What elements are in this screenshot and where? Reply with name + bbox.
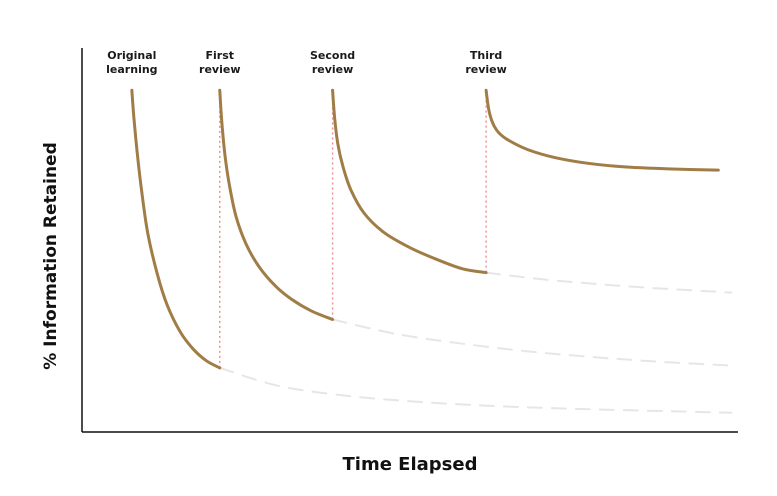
- x-axis-title: Time Elapsed: [343, 454, 478, 475]
- decay-continuation-1: [218, 366, 733, 414]
- review-marker-layer: [219, 90, 487, 368]
- event-label-line: learning: [106, 63, 157, 76]
- event-label-line: Second: [310, 49, 355, 62]
- event-label-line: review: [199, 63, 240, 76]
- event-label-3: Second review: [310, 49, 355, 76]
- event-label-line: Third: [470, 49, 502, 62]
- decay-continuation-2: [331, 318, 733, 367]
- decay-continuation-3: [485, 271, 733, 294]
- event-label-1: Original learning: [106, 49, 157, 76]
- event-label-line: review: [312, 63, 353, 76]
- event-label-2: First review: [199, 49, 240, 76]
- y-axis-title: % Information Retained: [41, 142, 61, 370]
- retention-curve-layer: [130, 88, 720, 370]
- retention-curve-4: [484, 88, 720, 172]
- event-label-line: review: [465, 63, 506, 76]
- retention-curve-3: [331, 88, 488, 275]
- event-label-4: Third review: [465, 49, 506, 76]
- axes: [81, 48, 738, 433]
- decay-continuation-layer: [218, 271, 733, 414]
- event-label-line: Original: [107, 49, 156, 62]
- retention-curve-1: [130, 88, 222, 370]
- retention-curve-2: [218, 88, 335, 321]
- event-label-line: First: [206, 49, 235, 62]
